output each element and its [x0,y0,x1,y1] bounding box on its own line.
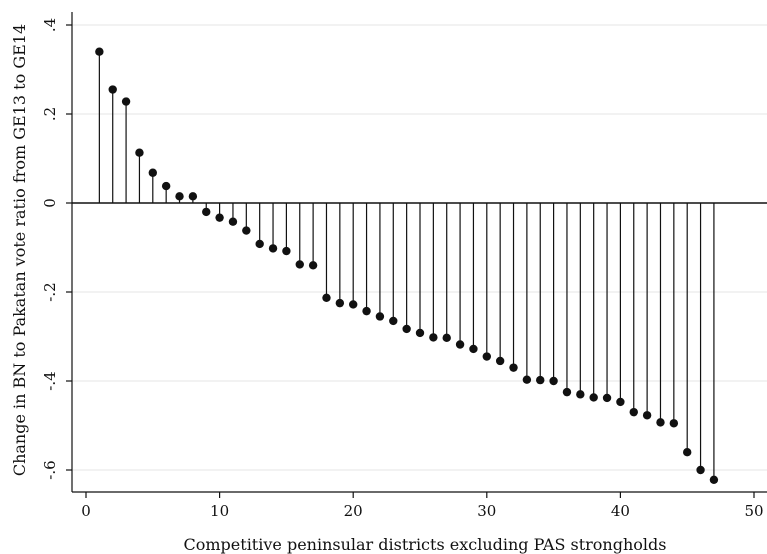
point-3 [121,97,131,106]
point-2 [108,85,117,94]
y-tick-label-2: -.2 [41,282,59,301]
point-37 [576,390,585,399]
stems [98,51,715,480]
point-22 [375,312,385,321]
point-32 [509,363,518,372]
y-tick-label-3: 0 [41,198,59,208]
point-38 [589,393,598,402]
point-20 [349,300,358,309]
x-tick-label-3: 30 [477,502,496,520]
point-36 [562,387,572,397]
point-43 [656,418,665,427]
point-25 [415,328,425,338]
point-15 [282,246,291,256]
x-tick-label-1: 10 [210,502,229,520]
point-1 [95,47,104,56]
y-tick-label-0: -.6 [41,460,59,479]
point-7 [175,192,184,201]
y-axis-ticks: -.6 -.4 -.2 0 .2 .4 [41,18,72,480]
x-tick-label-5: 50 [744,502,763,520]
point-41 [629,407,638,417]
point-46 [696,465,705,475]
y-tick-label-1: -.4 [41,371,59,390]
point-6 [161,181,171,191]
y-axis-title: Change in BN to Pakatan vote ratio from … [10,24,29,476]
point-14 [268,244,278,253]
point-27 [442,333,451,343]
point-39 [602,393,612,403]
y-tick-label-4: .2 [41,107,59,121]
point-5 [148,168,157,177]
point-18 [322,293,331,302]
point-42 [642,411,652,420]
point-29 [469,344,478,354]
x-axis-title: Competitive peninsular districts excludi… [184,535,667,554]
point-16 [295,260,304,269]
point-44 [669,419,679,428]
point-17 [308,261,318,270]
x-tick-label-0: 0 [81,502,91,520]
point-9 [202,207,211,217]
point-8 [188,192,198,201]
point-35 [549,376,558,386]
point-12 [242,226,251,235]
point-24 [402,324,411,334]
point-19 [335,298,345,308]
point-45 [683,448,692,457]
point-47 [709,475,719,484]
point-11 [228,217,238,226]
point-28 [455,340,465,349]
point-4 [135,148,144,157]
point-33 [522,375,532,384]
point-34 [536,375,545,385]
point-26 [429,333,438,342]
point-13 [255,239,264,249]
y-tick-label-5: .4 [41,18,59,32]
point-30 [482,352,491,361]
x-tick-label-4: 40 [611,502,630,520]
x-axis-ticks: 0 10 20 30 40 50 [81,492,764,520]
point-23 [389,316,398,326]
point-10 [215,213,224,222]
data-points [95,47,719,484]
point-40 [616,397,625,407]
point-21 [362,306,371,316]
x-tick-label-2: 20 [344,502,363,520]
point-31 [495,356,505,366]
